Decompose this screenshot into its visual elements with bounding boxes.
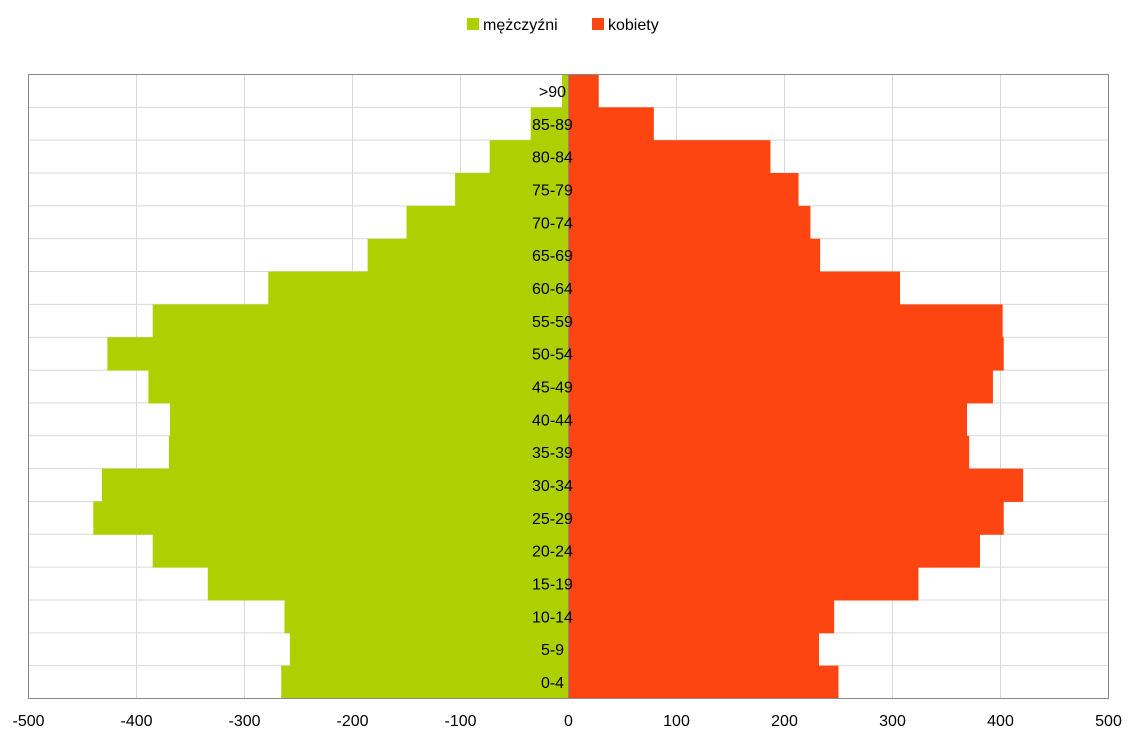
bar-female-3 [568, 567, 919, 601]
y-tick-label: 75-79 [532, 182, 573, 199]
bar-male-12 [268, 271, 569, 305]
x-tick-label: -300 [228, 713, 260, 730]
x-tick-label: 0 [564, 713, 573, 730]
y-tick-label: 45-49 [532, 380, 573, 397]
legend-label-male: mężczyźni [483, 17, 558, 34]
x-tick-label: 200 [771, 713, 798, 730]
bar-male-8 [169, 402, 569, 437]
bar-female-17 [568, 107, 654, 141]
bar-female-16 [568, 140, 771, 174]
x-tick-label: -500 [12, 713, 44, 730]
y-tick-label: 10-14 [532, 609, 573, 626]
bar-male-1 [289, 632, 569, 667]
bar-male-11 [152, 304, 569, 338]
legend-swatch-female [592, 18, 604, 30]
x-tick-label: -100 [444, 713, 476, 730]
bar-female-6 [568, 468, 1024, 502]
x-tick-label: -400 [120, 713, 152, 730]
y-tick-label: 50-54 [532, 347, 573, 364]
y-tick-label: 65-69 [532, 248, 573, 265]
bar-male-2 [284, 599, 569, 634]
y-tick-label: 60-64 [532, 281, 573, 298]
y-tick-label: >90 [539, 84, 566, 101]
bar-female-5 [568, 501, 1004, 535]
x-tick-label: 500 [1095, 713, 1122, 730]
bar-female-0 [568, 665, 839, 699]
bar-female-12 [568, 271, 901, 305]
bar-female-8 [568, 402, 968, 437]
bar-male-14 [406, 205, 569, 240]
y-tick-label: 55-59 [532, 314, 573, 331]
y-tick-label: 20-24 [532, 544, 573, 561]
y-tick-label: 40-44 [532, 412, 573, 429]
y-tick-label: 35-39 [532, 445, 573, 462]
bar-female-9 [568, 370, 993, 404]
x-tick-label: 300 [879, 713, 906, 730]
bar-male-9 [148, 370, 569, 404]
bar-female-2 [568, 599, 835, 634]
bar-female-7 [568, 435, 970, 470]
x-tick-label: 400 [987, 713, 1014, 730]
bar-female-1 [568, 632, 820, 667]
bar-male-18 [562, 74, 569, 108]
y-tick-label: 80-84 [532, 150, 573, 167]
bar-female-10 [568, 337, 1004, 371]
legend: mężczyźni kobiety [467, 17, 659, 34]
y-tick-label: 5-9 [541, 642, 564, 659]
bar-female-13 [568, 238, 821, 273]
bar-female-18 [568, 74, 599, 108]
bar-male-7 [168, 435, 569, 470]
bar-male-13 [367, 238, 569, 273]
bar-female-11 [568, 304, 1003, 338]
y-tick-label: 70-74 [532, 215, 573, 232]
y-tick-label: 85-89 [532, 117, 573, 134]
bar-male-6 [101, 468, 569, 502]
bar-male-17 [530, 107, 569, 141]
y-tick-label: 25-29 [532, 511, 573, 528]
bar-female-4 [568, 534, 980, 568]
bar-male-16 [489, 140, 569, 174]
bar-female-15 [568, 173, 799, 207]
x-tick-label: -200 [336, 713, 368, 730]
bar-male-15 [455, 173, 569, 207]
bar-male-3 [207, 567, 569, 601]
y-tick-label: 30-34 [532, 478, 573, 495]
bar-male-4 [152, 534, 569, 568]
y-tick-label: 15-19 [532, 577, 573, 594]
bar-female-14 [568, 205, 811, 240]
x-tick-label: 100 [663, 713, 690, 730]
bar-male-5 [93, 501, 569, 535]
bar-male-0 [281, 665, 569, 699]
plot-area: 0-4 5-9 10-14 15-19 20-24 25-29 30-34 35-39 40-4… [12, 74, 1122, 730]
bar-male-10 [107, 337, 569, 371]
legend-label-female: kobiety [608, 17, 659, 34]
legend-swatch-male [467, 18, 479, 30]
y-tick-label: 0-4 [541, 675, 564, 692]
